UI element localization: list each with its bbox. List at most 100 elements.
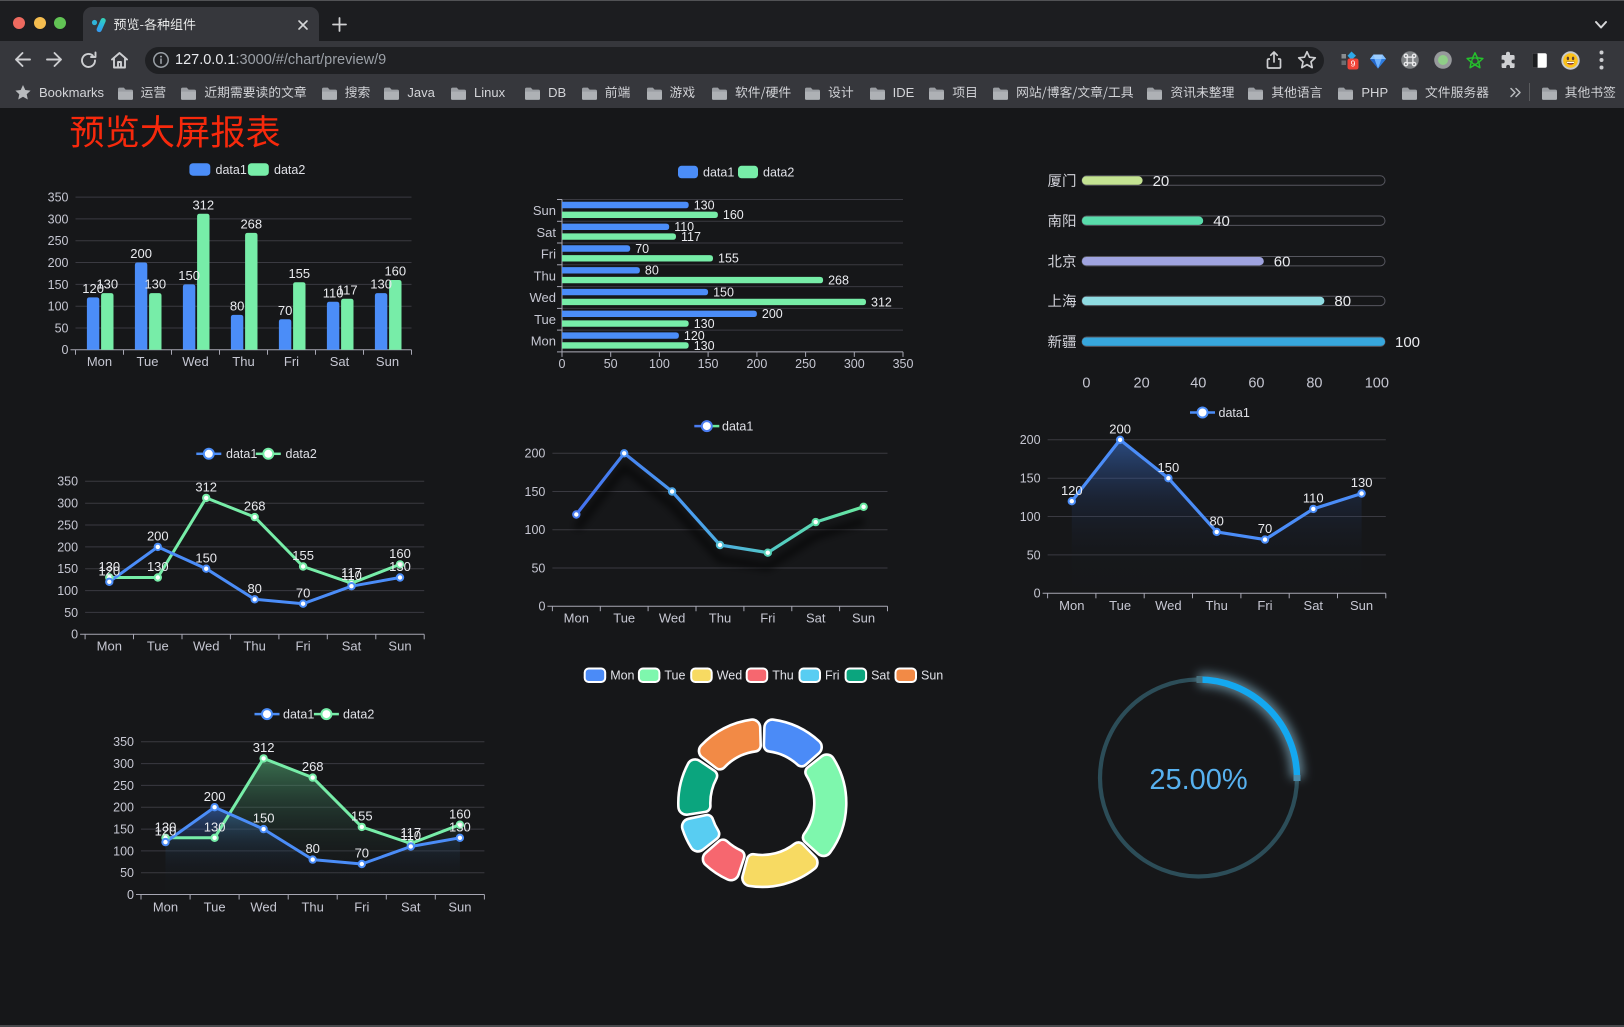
svg-text:350: 350 [48,190,69,204]
svg-text:155: 155 [292,548,314,563]
svg-text:117: 117 [337,282,358,297]
svg-text:70: 70 [355,846,369,861]
svg-text:data2: data2 [286,447,317,461]
svg-text:117: 117 [681,230,701,244]
svg-text:Wed: Wed [1155,598,1182,613]
svg-text:Sun: Sun [388,639,411,654]
svg-text:250: 250 [795,357,816,371]
svg-text:Sun: Sun [921,669,943,683]
svg-text:Sat: Sat [330,354,350,369]
svg-text:0: 0 [538,600,545,614]
svg-text:Sat: Sat [806,611,826,626]
svg-text:Sat: Sat [1304,598,1324,613]
svg-text:0: 0 [62,343,69,357]
svg-text:120: 120 [1061,483,1083,498]
svg-text:200: 200 [113,801,134,815]
svg-text:130: 130 [449,819,471,834]
svg-text:268: 268 [244,499,266,514]
svg-text:155: 155 [718,252,739,266]
svg-text:Fri: Fri [760,611,775,626]
svg-text:data1: data1 [1219,406,1250,420]
svg-text:110: 110 [323,285,344,300]
svg-text:25.00%: 25.00% [1149,764,1247,796]
svg-text:100: 100 [649,357,670,371]
svg-text:110: 110 [1303,490,1324,505]
svg-text:300: 300 [57,497,78,511]
svg-text:Thu: Thu [709,611,731,626]
svg-text:120: 120 [684,329,705,343]
svg-text:Fri: Fri [296,639,311,654]
svg-text:50: 50 [64,606,78,620]
svg-text:130: 130 [389,559,411,574]
svg-text:200: 200 [48,256,69,270]
svg-text:data2: data2 [343,707,374,721]
svg-text:312: 312 [253,740,275,755]
svg-text:Tue: Tue [534,312,556,327]
svg-text:100: 100 [525,523,546,537]
svg-text:Sun: Sun [376,354,399,369]
svg-text:data1: data1 [216,163,247,177]
svg-text:130: 130 [96,277,118,292]
svg-text:100: 100 [1395,334,1420,351]
svg-text:Mon: Mon [87,354,112,369]
svg-text:312: 312 [195,479,217,494]
svg-text:250: 250 [48,234,69,248]
svg-text:160: 160 [723,208,744,222]
svg-text:Sun: Sun [533,203,556,218]
svg-text:Sun: Sun [448,899,471,914]
svg-text:200: 200 [1109,421,1131,436]
svg-text:Wed: Wed [659,611,686,626]
svg-text:80: 80 [1306,375,1322,391]
svg-text:Tue: Tue [613,611,635,626]
svg-text:80: 80 [1209,513,1223,528]
svg-text:150: 150 [253,811,275,826]
svg-text:20: 20 [1153,173,1170,190]
svg-text:Thu: Thu [301,899,323,914]
svg-text:Mon: Mon [564,611,589,626]
svg-text:100: 100 [1020,510,1041,524]
svg-text:Tue: Tue [204,899,226,914]
svg-text:Tue: Tue [137,354,159,369]
svg-text:50: 50 [120,866,134,880]
svg-text:data2: data2 [763,165,794,179]
svg-text:20: 20 [1134,375,1150,391]
svg-text:Thu: Thu [243,639,265,654]
svg-text:150: 150 [525,485,546,499]
svg-text:data2: data2 [274,163,305,177]
svg-text:50: 50 [55,321,69,335]
svg-text:110: 110 [341,568,362,583]
svg-text:250: 250 [57,518,78,532]
svg-text:Mon: Mon [531,334,556,349]
svg-text:160: 160 [389,546,411,561]
svg-text:150: 150 [713,285,734,299]
svg-text:0: 0 [1082,375,1090,391]
svg-text:40: 40 [1213,213,1230,230]
svg-text:Tue: Tue [1109,598,1131,613]
svg-text:200: 200 [130,246,152,261]
svg-text:250: 250 [113,779,134,793]
svg-text:150: 150 [1158,460,1180,475]
svg-text:Thu: Thu [232,354,254,369]
svg-text:Wed: Wed [530,290,557,305]
svg-text:200: 200 [746,357,767,371]
svg-text:Fri: Fri [284,354,299,369]
svg-text:Fri: Fri [354,899,369,914]
svg-text:50: 50 [1027,548,1041,562]
svg-text:350: 350 [893,357,914,371]
svg-text:Fri: Fri [825,669,840,683]
svg-text:300: 300 [844,357,865,371]
svg-text:200: 200 [147,528,169,543]
svg-text:100: 100 [1365,375,1389,391]
svg-text:130: 130 [694,198,715,212]
svg-text:80: 80 [247,581,261,596]
svg-text:130: 130 [155,819,177,834]
svg-text:60: 60 [1248,375,1264,391]
svg-text:100: 100 [48,300,69,314]
svg-text:Sat: Sat [401,899,421,914]
svg-text:70: 70 [1258,521,1272,536]
svg-text:Sat: Sat [536,225,556,240]
svg-text:117: 117 [341,565,362,580]
svg-text:130: 130 [144,277,166,292]
svg-text:150: 150 [698,357,719,371]
svg-text:150: 150 [1020,472,1041,486]
